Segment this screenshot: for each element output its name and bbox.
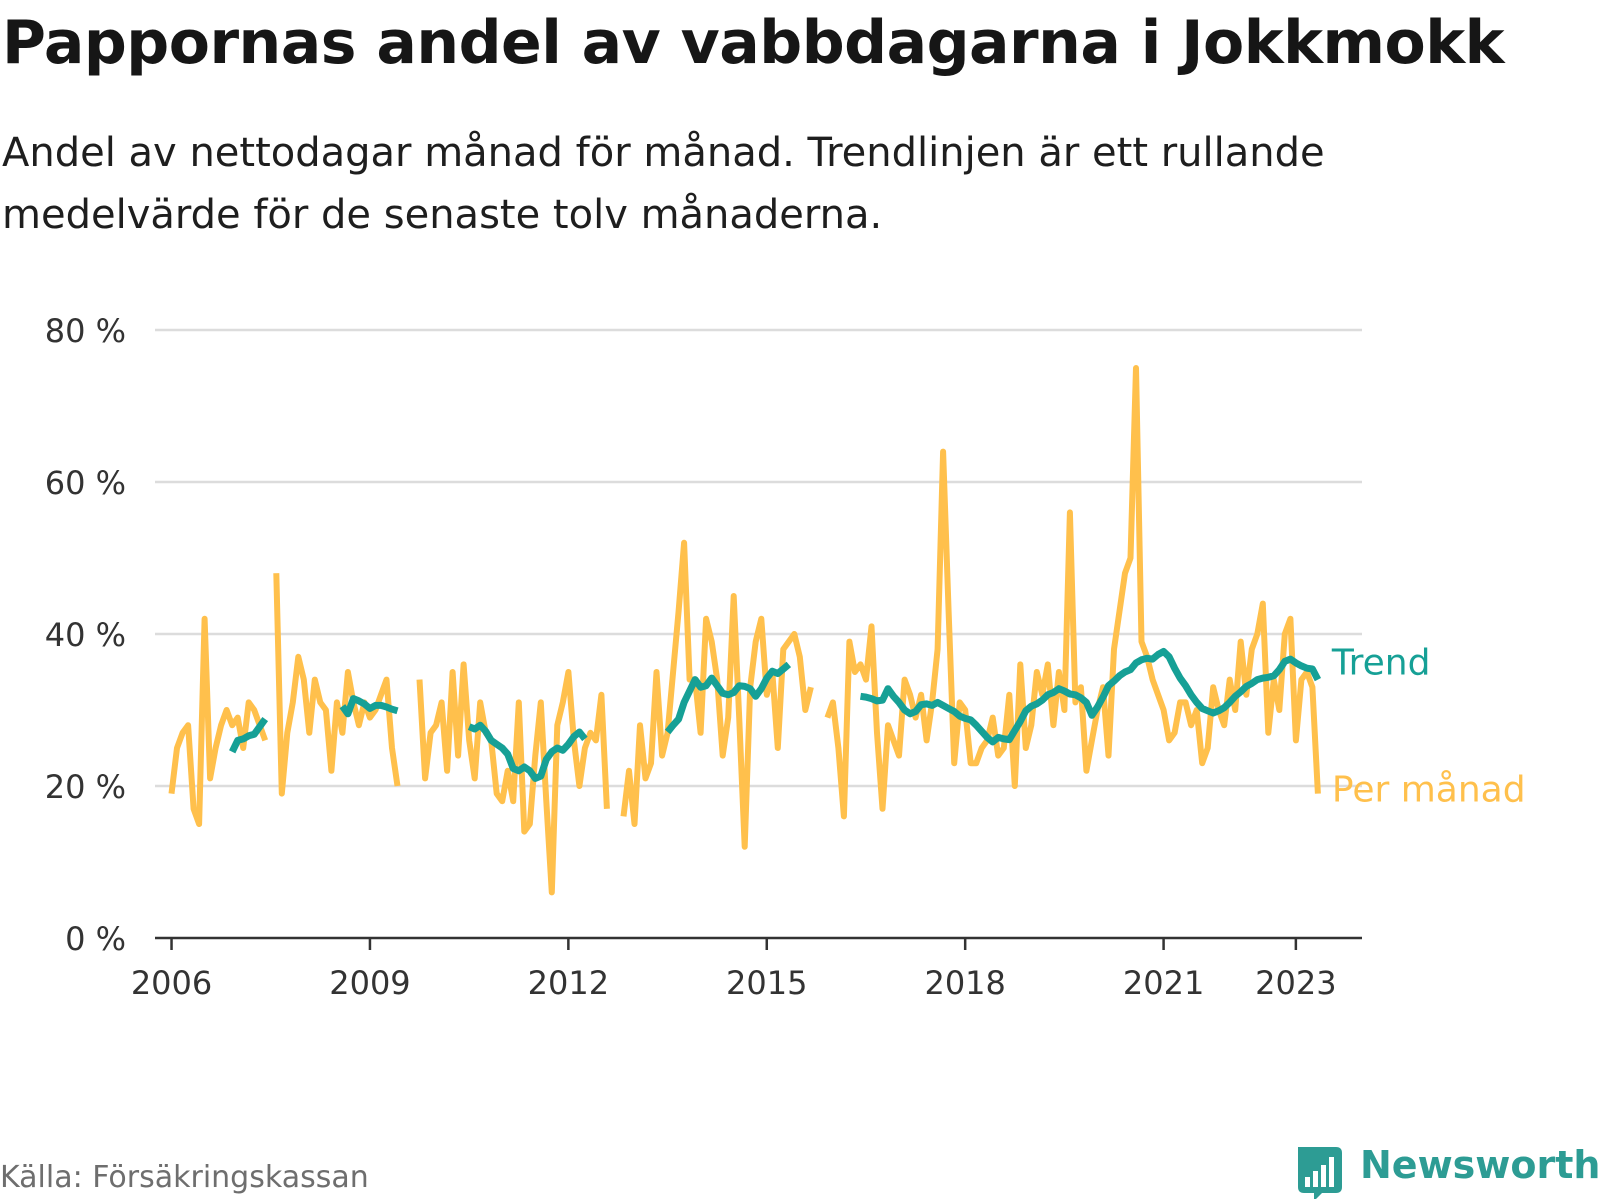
brand-name: Newsworthy [1360,1143,1600,1187]
series-trend-segment-3 [664,661,792,735]
brand-logo: Newsworthy [1292,1143,1600,1201]
x-tick-label-2009: 2009 [329,964,410,1002]
series-label-trend: Trend [1331,643,1431,684]
series-trend-segment-1 [339,695,399,718]
line-chart: 0 % 20 % 40 % 60 % 80 % 2006 2009 2012 2015 2018 2… [45,312,1526,1002]
y-tick-label-80: 80 % [45,312,126,350]
x-tick-label-2023: 2023 [1255,964,1336,1002]
series-per-månad-segment-0 [168,615,269,827]
x-tick-label-2021: 2021 [1123,964,1204,1002]
series-trend-segment-0 [229,717,269,754]
series-trend-segment-4 [859,648,1322,746]
source-note: Källa: Försäkringskassan [0,1160,369,1195]
chart-subtitle: Andel av nettodagar månad för månad. Tre… [2,130,1325,238]
x-tick-label-2006: 2006 [131,964,212,1002]
y-tick-label-60: 60 % [45,464,126,502]
chart-title: Pappornas andel av vabbdagarna i Jokkmok… [2,8,1505,78]
series-per-månad-segment-1 [273,573,401,797]
series-label-per-månad: Per månad [1332,770,1526,811]
x-tick-label-2012: 2012 [528,964,609,1002]
series-per-månad-segment-2 [416,661,610,896]
series-trend-segment-2 [467,721,588,782]
y-tick-label-20: 20 % [45,768,126,806]
series-per-månad-segment-4 [824,365,1321,820]
series-per-månad-segment-3 [620,539,814,850]
bar-chart-bubble-icon [1298,1147,1342,1201]
y-tick-label-0: 0 % [65,920,126,958]
x-tick-label-2018: 2018 [924,964,1005,1002]
y-tick-label-40: 40 % [45,616,126,654]
x-tick-label-2015: 2015 [726,964,807,1002]
